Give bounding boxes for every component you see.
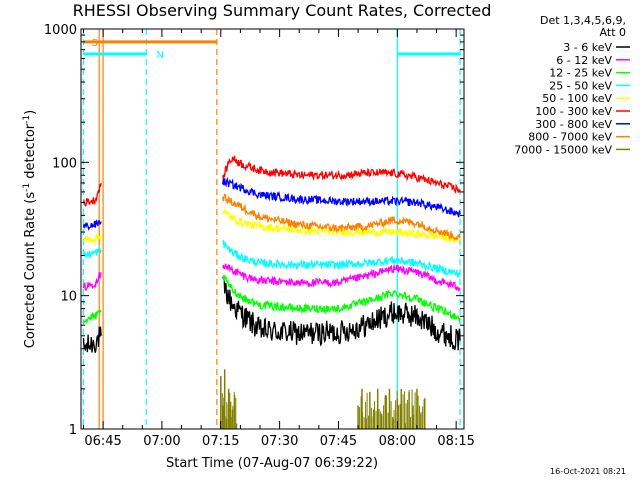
legend-label-1: 6 - 12 keV [556, 54, 612, 67]
series-line-4-1 [222, 207, 461, 244]
x-tick-label-0700: 07:00 [143, 434, 180, 449]
series-line-4-0 [83, 233, 102, 245]
state-flags: SN [83, 38, 461, 61]
series-6 [82, 176, 461, 231]
series-line-1-0 [82, 272, 102, 291]
x-axis-label: Start Time (07-Aug-07 06:39:22) [166, 456, 378, 471]
series-1 [82, 263, 461, 292]
series-line-3-1 [222, 239, 461, 279]
legend-header-line1: Det 1,3,4,5,6,9, [540, 14, 626, 27]
series-layer [82, 155, 461, 429]
series-line-6-0 [82, 219, 102, 231]
marker-lines [82, 29, 461, 429]
legend-header-line2: Att 0 [600, 26, 626, 39]
y-axis-label: Corrected Count Rate (s-1 detector-1) [22, 110, 38, 348]
y-axis: 1 10 100 1000 [44, 23, 464, 438]
series-0 [82, 276, 461, 353]
legend-label-7: 800 - 7000 keV [528, 131, 612, 144]
series-line-0-1 [222, 276, 461, 351]
legend-label-3: 25 - 50 keV [549, 79, 612, 92]
series-line-5-1 [222, 155, 461, 195]
x-tick-label-0730: 07:30 [261, 434, 298, 449]
x-tick-label-0800: 08:00 [379, 434, 416, 449]
series-line-5-0 [82, 182, 102, 207]
series-4 [83, 207, 461, 245]
flag-label-S: S [91, 38, 97, 49]
legend-label-2: 12 - 25 keV [549, 67, 612, 80]
series-line-1-1 [222, 263, 461, 292]
legend-label-6: 300 - 800 keV [535, 118, 612, 131]
series-line-0-0 [82, 326, 102, 353]
x-tick-label-0715: 07:15 [202, 434, 239, 449]
series-line-2-1 [222, 274, 461, 324]
series-line-2-0 [82, 309, 102, 325]
series-line-7-0 [222, 193, 461, 241]
footer-timestamp: 16-Oct-2021 08:21 [550, 467, 626, 476]
series-5 [82, 155, 461, 207]
series-3 [83, 239, 461, 279]
x-tick-label-0745: 07:45 [320, 434, 357, 449]
y-tick-label-10: 10 [60, 290, 77, 305]
legend-label-8: 7000 - 15000 keV [514, 143, 612, 156]
series-7 [222, 193, 461, 241]
series-2 [82, 274, 461, 325]
y-tick-label-1: 1 [69, 423, 77, 438]
y-tick-label-100: 100 [52, 156, 77, 171]
series-line-3-0 [83, 246, 102, 259]
series-8 [220, 369, 426, 429]
x-tick-label-0645: 06:45 [84, 434, 121, 449]
legend-label-5: 100 - 300 keV [535, 105, 612, 118]
legend-label-4: 50 - 100 keV [542, 92, 612, 105]
x-axis: 06:45 07:00 07:15 07:30 07:45 08:00 08:15 [82, 29, 475, 449]
flag-label-N: N [156, 50, 163, 61]
legend-label-0: 3 - 6 keV [563, 41, 612, 54]
x-tick-label-0815: 08:15 [437, 434, 474, 449]
chart-title: RHESSI Observing Summary Count Rates, Co… [73, 1, 492, 20]
y-tick-label-1000: 1000 [44, 23, 77, 38]
plot-frame [80, 28, 465, 430]
series-line-6-1 [222, 176, 461, 218]
